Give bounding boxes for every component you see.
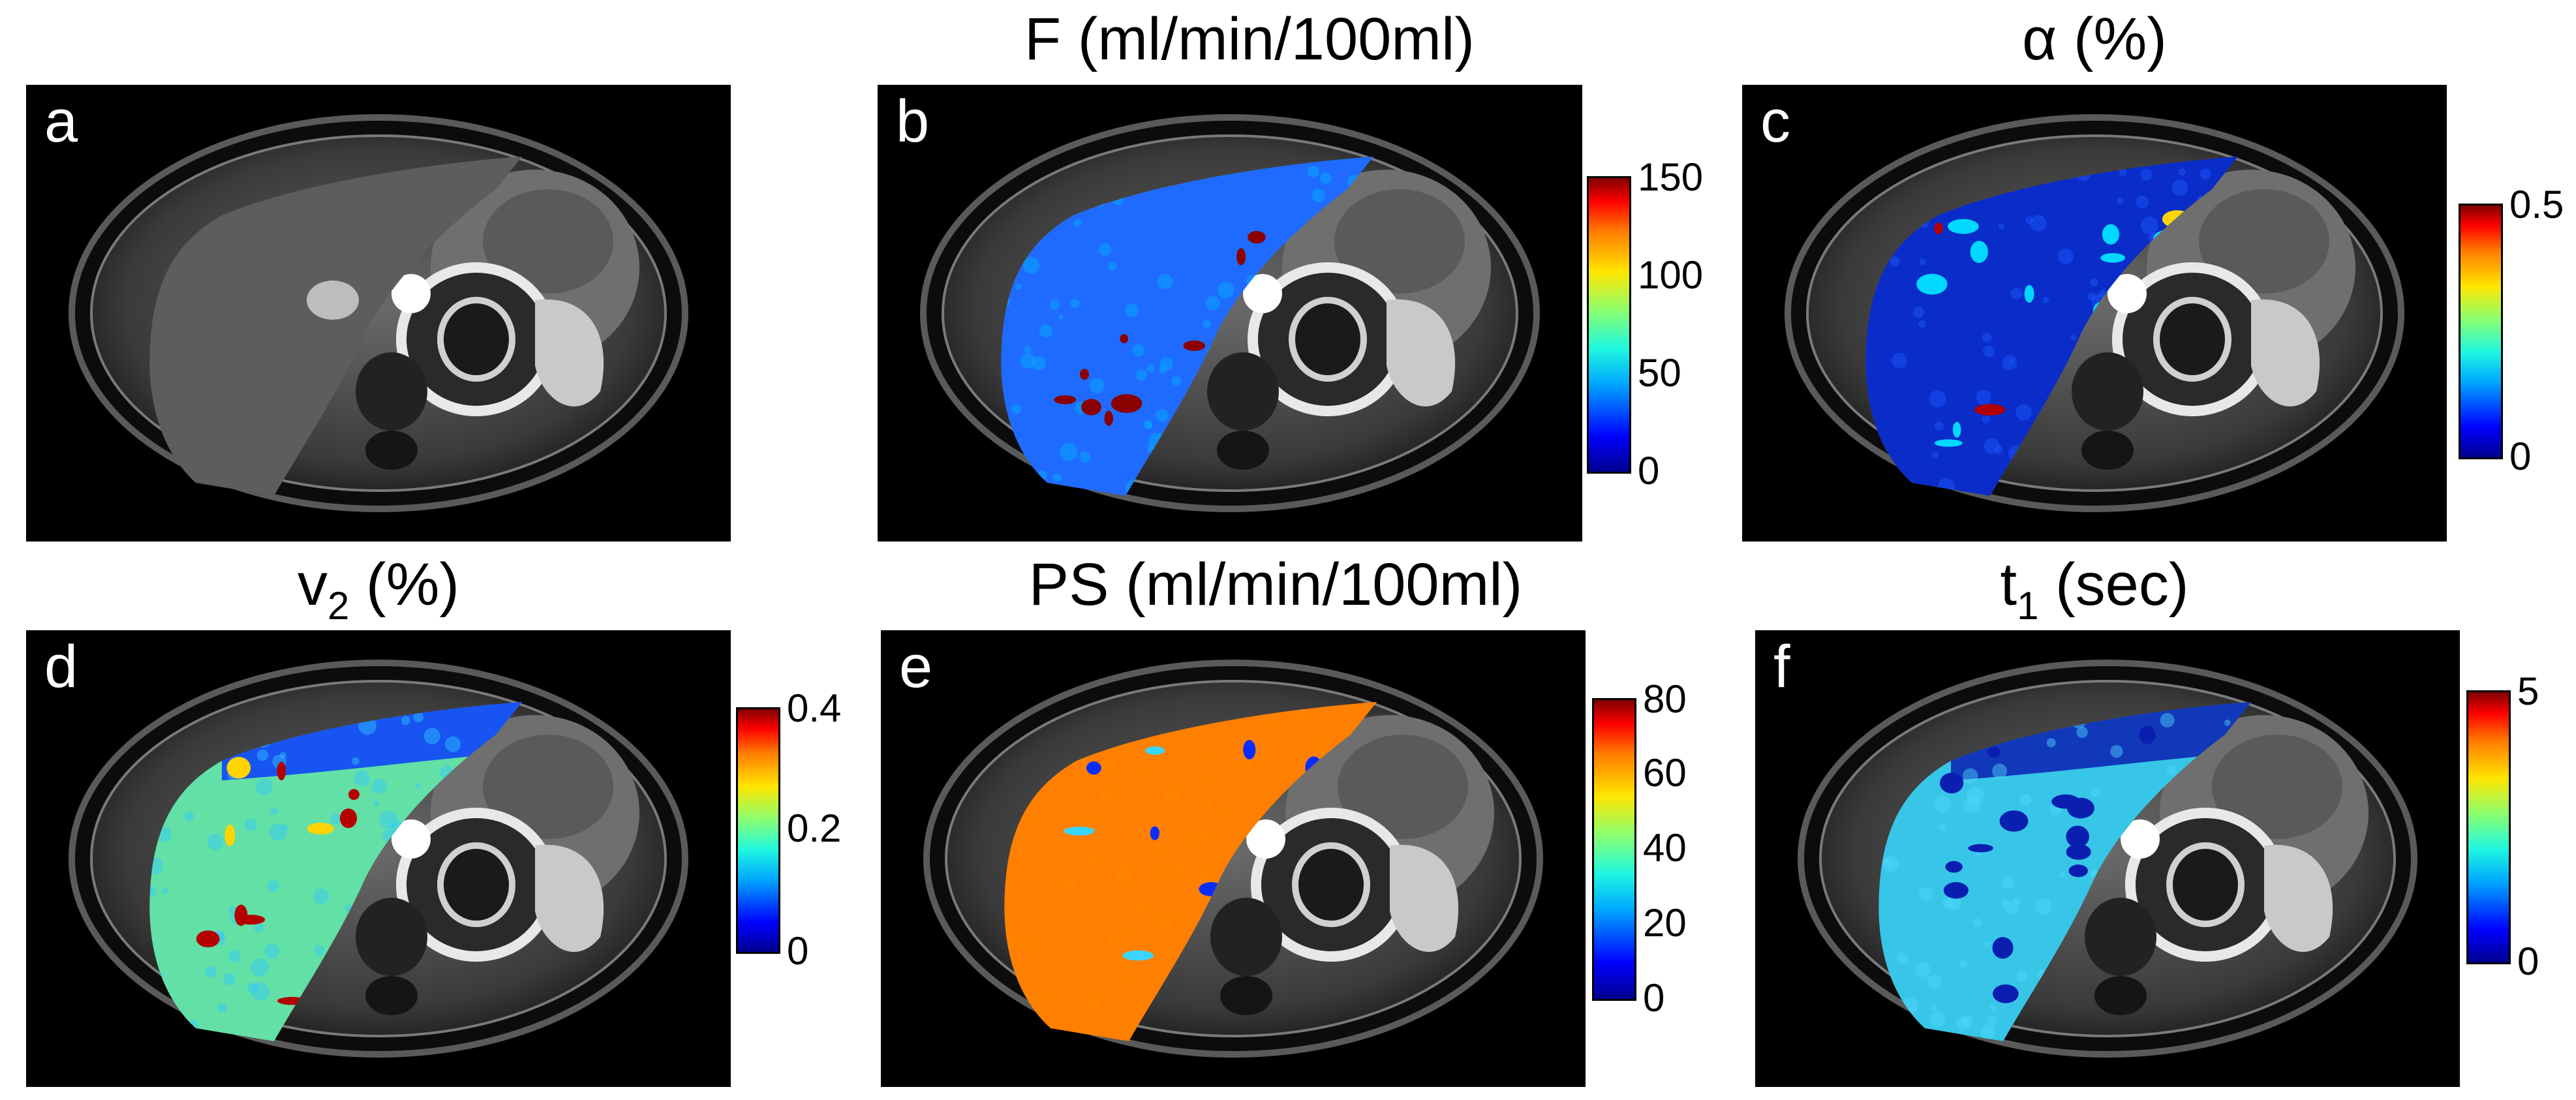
colorbar-e-tick-0: 0 bbox=[1643, 976, 1665, 1020]
panel-letter-c: c bbox=[1760, 88, 1790, 155]
mri-scan-a bbox=[69, 114, 688, 512]
colorbar-d-tick-0.4: 0.4 bbox=[787, 686, 842, 730]
panel-letter-b: b bbox=[896, 88, 930, 155]
panel-a: a bbox=[26, 85, 731, 542]
colorbar-f-tick-0: 0 bbox=[2517, 940, 2539, 983]
title-panel-d-base: v bbox=[297, 551, 328, 618]
colorbar-b-tick-150: 150 bbox=[1638, 155, 1704, 199]
colorbar-e-tick-60: 60 bbox=[1643, 751, 1687, 795]
colorbar-c-tick-0: 0 bbox=[2509, 435, 2532, 478]
panel-d: d bbox=[26, 630, 731, 1087]
mri-scan-f bbox=[1798, 660, 2417, 1058]
colorbar-e bbox=[1592, 698, 1636, 1001]
alpha-symbol: α bbox=[2022, 6, 2057, 72]
title-panel-f-sub: 1 bbox=[2017, 584, 2039, 628]
colorbar-c-tick-0.5: 0.5 bbox=[2509, 183, 2564, 226]
panel-e: e bbox=[881, 630, 1586, 1087]
panel-f: f bbox=[1755, 630, 2460, 1087]
title-panel-d-unit: (%) bbox=[349, 551, 460, 618]
title-panel-d: v2 (%) bbox=[298, 555, 459, 626]
colorbar-f-tick-5: 5 bbox=[2517, 669, 2539, 713]
panel-c: c bbox=[1742, 85, 2447, 542]
mri-scan-e bbox=[923, 660, 1543, 1058]
colorbar-f bbox=[2466, 690, 2511, 964]
panel-letter-f: f bbox=[1773, 634, 1790, 700]
mri-scan-b bbox=[920, 114, 1540, 512]
title-panel-f: t1 (sec) bbox=[2001, 555, 2189, 626]
title-panel-c-unit: (%) bbox=[2057, 6, 2167, 72]
colorbar-e-tick-40: 40 bbox=[1643, 826, 1687, 870]
title-panel-c: α (%) bbox=[2022, 9, 2167, 69]
colorbar-d bbox=[736, 707, 780, 954]
title-panel-f-base: t bbox=[2000, 551, 2017, 618]
colorbar-b-tick-50: 50 bbox=[1638, 351, 1681, 395]
panel-letter-e: e bbox=[899, 634, 933, 700]
mri-scan-d bbox=[69, 660, 688, 1058]
colorbar-d-tick-0.2: 0.2 bbox=[787, 806, 842, 850]
colorbar-b-tick-100: 100 bbox=[1638, 253, 1704, 297]
title-panel-e: PS (ml/min/100ml) bbox=[1028, 551, 1523, 618]
title-panel-f-unit: (sec) bbox=[2038, 551, 2189, 618]
title-panel-b: F (ml/min/100ml) bbox=[1024, 6, 1475, 72]
colorbar-b bbox=[1587, 176, 1631, 474]
colorbar-b-tick-0: 0 bbox=[1638, 449, 1660, 493]
colorbar-e-tick-20: 20 bbox=[1643, 901, 1687, 945]
colorbar-e-tick-80: 80 bbox=[1643, 677, 1687, 721]
colorbar-d-tick-0: 0 bbox=[787, 929, 809, 973]
title-panel-d-sub: 2 bbox=[327, 584, 350, 628]
colorbar-c bbox=[2459, 204, 2503, 459]
panel-letter-d: d bbox=[44, 634, 78, 700]
panel-letter-a: a bbox=[44, 88, 78, 155]
mri-scan-c bbox=[1785, 114, 2404, 512]
panel-b: b bbox=[878, 85, 1582, 542]
